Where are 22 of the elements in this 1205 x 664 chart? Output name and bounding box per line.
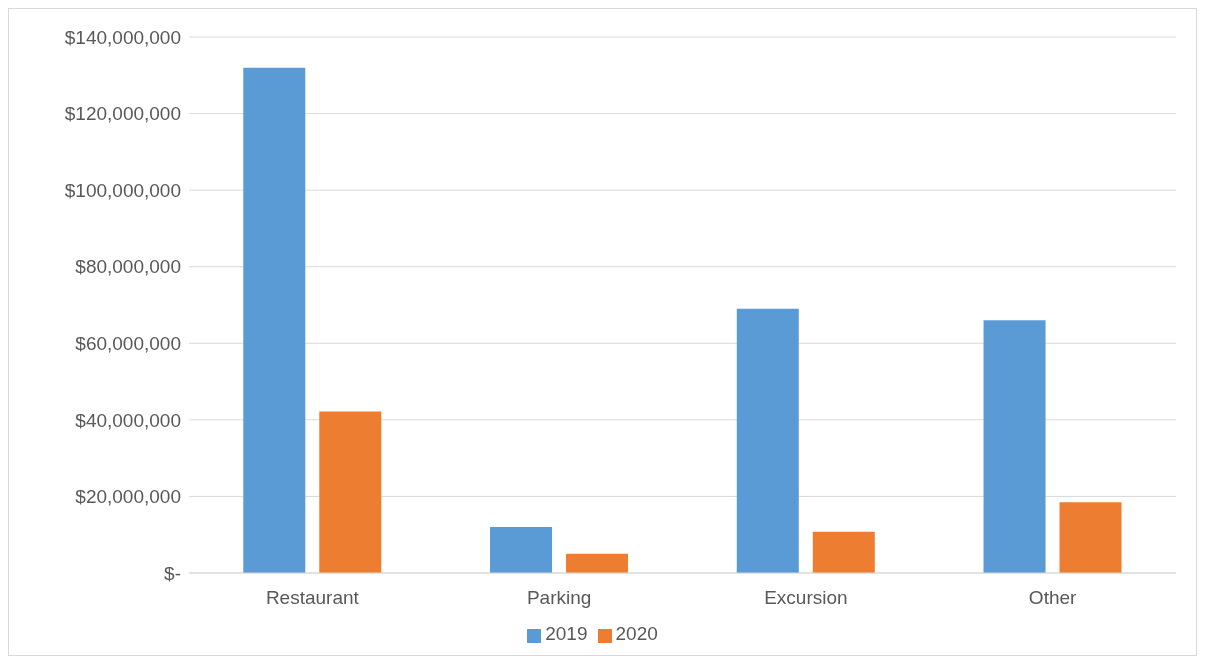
bar [812,531,875,573]
y-tick-label: $40,000,000 [75,409,181,431]
bar [566,553,629,573]
y-tick-label: $120,000,000 [64,103,181,125]
y-tick-label: $100,000,000 [64,179,181,201]
bar [1059,502,1122,573]
legend-label: 2020 [615,623,658,644]
x-tick-label: Restaurant [265,587,360,609]
bar [736,308,799,573]
bar [983,320,1046,573]
bar [319,411,382,573]
bar [243,67,306,573]
legend-label: 2019 [545,623,588,644]
y-tick-label: $20,000,000 [75,486,181,508]
y-tick-label: $- [164,562,181,584]
x-tick-label: Excursion [764,587,848,609]
y-tick-label: $60,000,000 [75,333,181,355]
x-tick-label: Other [1028,587,1078,609]
bar [490,527,553,573]
x-tick-label: Parking [526,587,592,609]
y-tick-label: $80,000,000 [75,256,181,278]
y-tick-label: $140,000,000 [64,26,181,48]
